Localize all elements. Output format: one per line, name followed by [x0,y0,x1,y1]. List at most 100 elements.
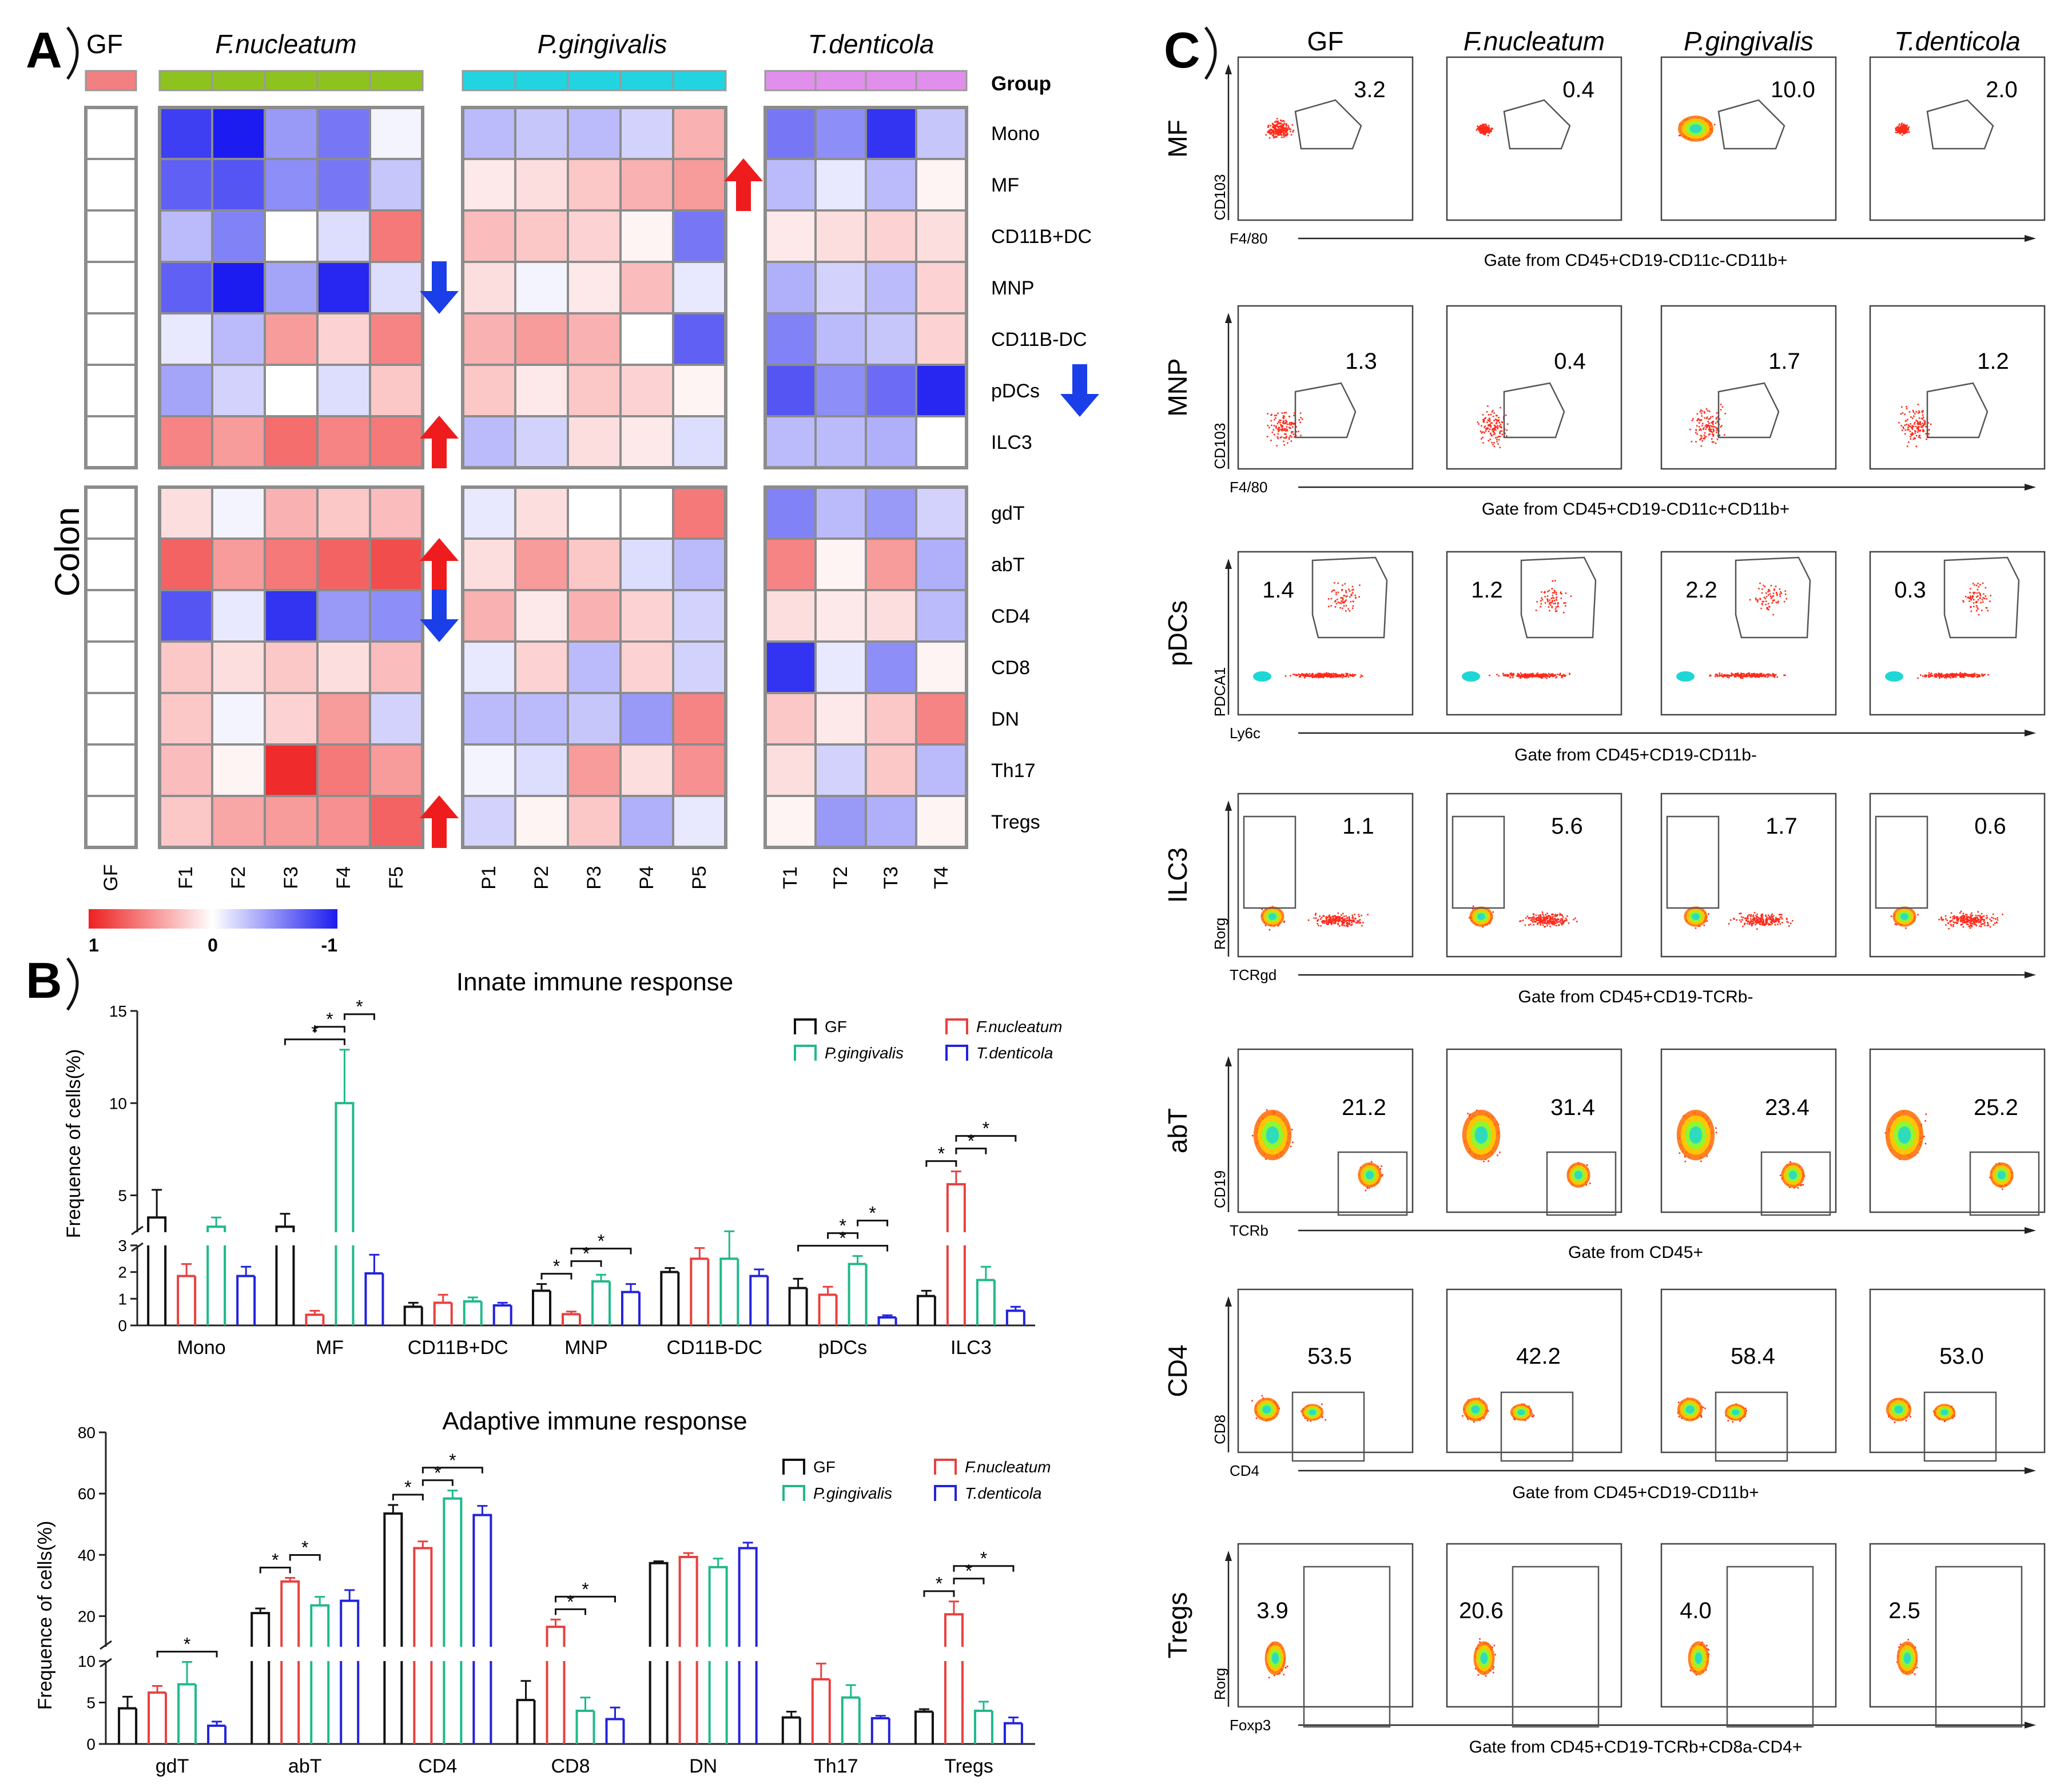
flow-event [1277,120,1279,122]
flow-event [1712,422,1714,424]
flow-plot-ilc3-f-nucleatum: 5.6 [1446,793,1622,958]
flow-event [1311,673,1313,675]
flow-event [1535,920,1537,922]
flow-gate [1294,99,1362,150]
flow-event [1706,416,1708,418]
heatmap-cell-p3-mf [567,158,622,212]
flow-event [1963,916,1966,918]
flow-event [1751,674,1753,676]
heatmap-cell-f1-pdcs [158,364,213,417]
x-category-label-abt: abT [288,1755,322,1777]
flow-event [1520,672,1522,674]
flow-gate-value-pdcs-p-gingivalis: 2.2 [1685,578,1717,603]
flow-event [1301,674,1302,676]
flow-event [1962,674,1964,675]
bar-tregs-p-gingivalis [973,1710,993,1744]
bar-mf-t-denticola [364,1272,384,1325]
flow-event [1343,674,1345,675]
flow-event [1749,674,1751,676]
flow-event [1286,437,1287,439]
heatmap-cell-p1-cd8 [462,640,516,694]
flow-event [1342,922,1345,924]
flow-event [1565,918,1567,919]
flow-event [1302,675,1304,676]
bar-cd11b-dc-f-nucleatum [690,1257,710,1325]
flow-event [1761,913,1763,915]
flow-event [1283,429,1284,431]
bar-mono-f-nucleatum [177,1275,197,1325]
heatmap-cell-f3-gdt [264,486,319,540]
flow-event [1763,673,1765,675]
flow-event [1906,125,1907,127]
flow-event [1985,587,1987,589]
flow-x-axis-arrow-icon [2025,484,2036,491]
significance-star-ilc3: * [938,1144,945,1164]
heatmap-row-label-cd4: CD4 [991,606,1030,627]
flow-event [1525,674,1527,676]
flow-event [1936,674,1938,676]
flow-event [1752,673,1754,675]
flow-event [1482,131,1484,133]
flow-event [1288,416,1291,417]
flow-event [1282,428,1284,430]
flow-event [1323,675,1325,676]
flow-event [1330,672,1333,675]
flow-event [1543,918,1545,921]
flow-event [1346,919,1347,922]
legend-label-p-gingivalis: P.gingivalis [825,1044,904,1062]
heatmap-cell-f3-cd11b-dc [264,209,319,263]
flow-event [1756,915,1758,918]
flow-event [1956,674,1958,676]
flow-event [1736,919,1737,921]
flow-event [1756,919,1758,922]
flow-event [1318,676,1320,679]
flow-event [1521,674,1522,676]
flow-event [1744,922,1746,925]
flow-event [1328,606,1330,607]
flow-event [1769,593,1771,595]
flow-event [1927,674,1930,676]
flow-plot-ilc3-t-denticola: 0.6 [1869,793,2046,958]
flow-event [1974,675,1975,677]
flow-event [1971,918,1972,920]
flow-plot-ilc3-p-gingivalis: 1.7 [1660,793,1837,958]
flow-event [1326,675,1328,678]
flow-event [1994,922,1996,924]
flow-event [1919,424,1922,425]
flow-event [1953,915,1955,917]
flow-event [1550,916,1552,918]
heatmap-cell-t1-cd8 [764,640,817,694]
flow-event [1942,919,1944,921]
heatmap-cell-p4-cd4 [619,589,674,643]
flow-event [1494,419,1497,420]
flow-event [1284,135,1286,137]
flow-event [1361,675,1363,677]
flow-x-axis-arrow-icon [2025,971,2036,978]
flow-event [1721,406,1724,408]
flow-event [1552,920,1553,922]
significance-bracket-cd8 [555,1595,616,1603]
flow-event [1552,600,1553,602]
flow-event [1962,914,1964,917]
flow-event [1741,673,1744,675]
flow-event [1907,129,1909,131]
heatmap-block-border [84,485,138,849]
flow-event [1298,676,1301,678]
flow-event [1299,421,1302,423]
flow-event [1521,674,1523,675]
flow-row-label-mnp: MNP [1163,358,1192,416]
significance-bracket-mf [343,1013,375,1020]
heatmap-cell-p2-cd11b-dc [514,209,569,263]
flow-event [1967,675,1969,677]
flow-event [1337,912,1339,914]
flow-event [1767,914,1769,917]
flow-event [1342,919,1344,922]
flow-event [1483,421,1485,423]
flow-event [1303,676,1306,679]
flow-event [1283,415,1285,417]
flow-event [1545,917,1547,919]
flow-event [1499,447,1501,448]
flow-event [1361,914,1362,917]
heatmap-cell-f2-cd4 [211,589,266,643]
flow-event [1554,915,1556,917]
